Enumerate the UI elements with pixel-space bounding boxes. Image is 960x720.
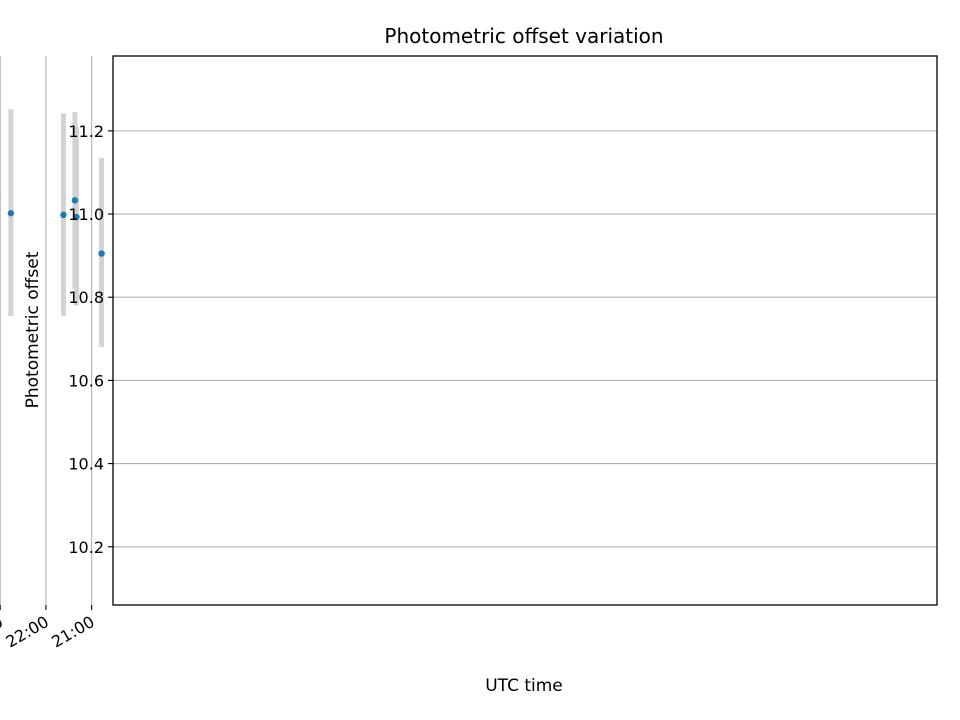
y-tick-label: 10.2 [68, 538, 104, 557]
plot-frame [112, 55, 938, 606]
y-axis-title: Photometric offset [23, 251, 43, 408]
data-point [71, 197, 79, 204]
grid [0, 56, 937, 605]
data-point [98, 250, 105, 257]
y-tick-label: 10.4 [68, 455, 104, 474]
data-points [0, 195, 105, 257]
y-tick-label: 10.6 [68, 371, 104, 390]
y-tick-label: 11.0 [68, 205, 104, 224]
y-tick-label: 11.2 [68, 122, 104, 141]
data-point [7, 210, 15, 217]
y-tick-label: 10.8 [68, 288, 104, 307]
x-axis-title: UTC time [485, 676, 563, 696]
y-axis-ticks: 10.2 10.4 10.6 10.8 11.0 11.2 [68, 122, 113, 557]
data-point [73, 213, 80, 221]
chart-title: Photometric offset variation [384, 24, 663, 48]
data-point [60, 211, 67, 219]
